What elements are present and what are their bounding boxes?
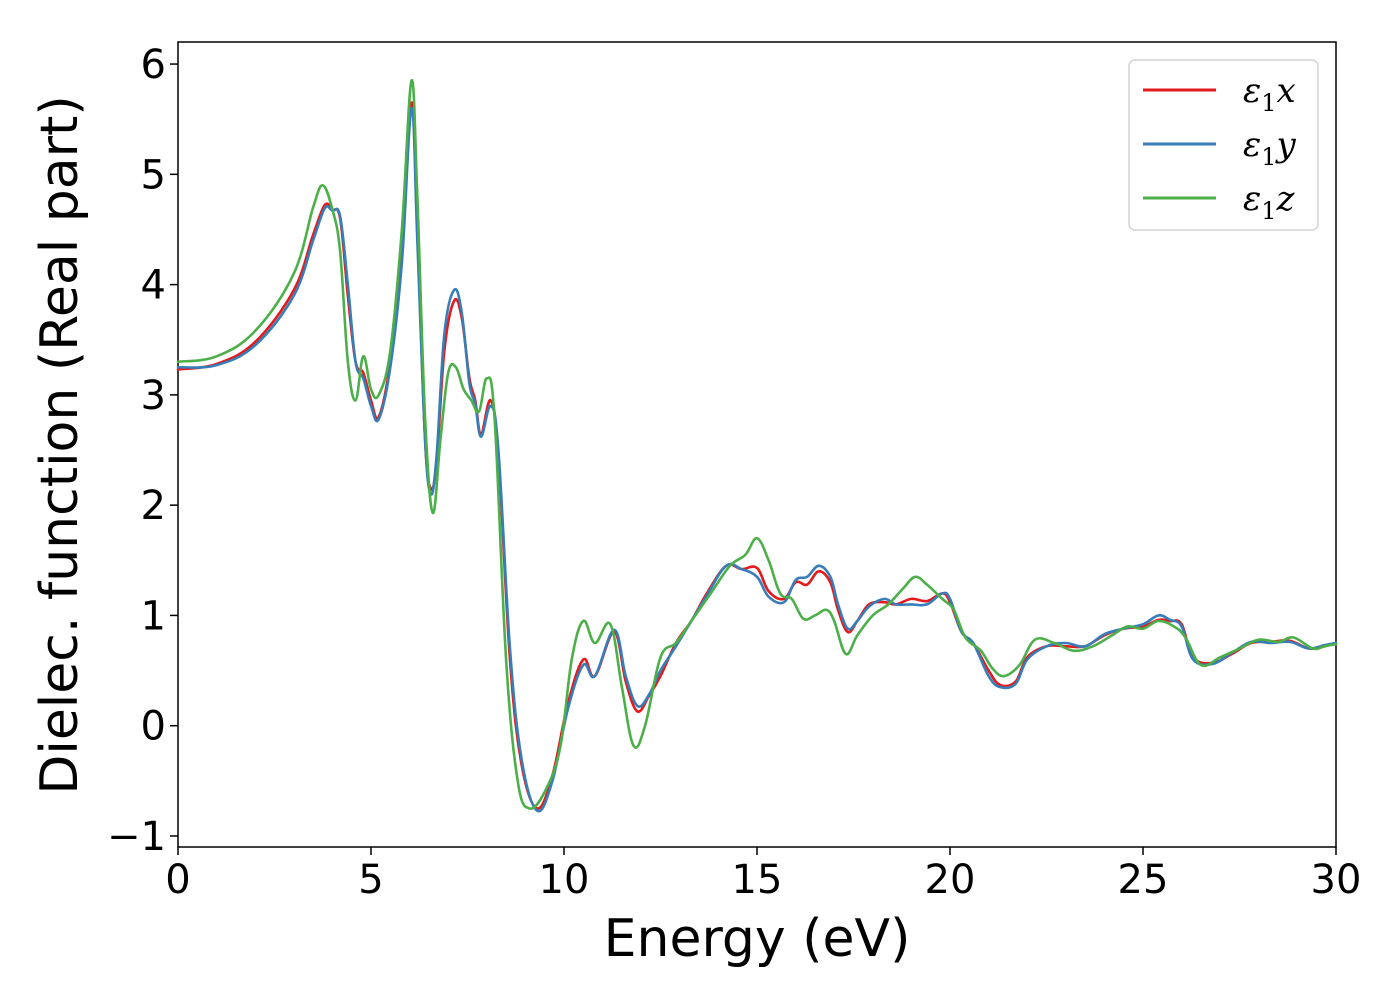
x-tick-label: 5 [358,857,383,903]
legend-variable: x [1277,71,1296,111]
y-tick-label: 5 [141,152,166,198]
y-tick-label: 6 [141,42,166,88]
x-tick-label: 30 [1311,857,1362,903]
y-tick-label: 0 [141,704,166,750]
legend-subscript: 1 [1261,89,1276,117]
y-tick-label: 1 [141,593,166,639]
legend-label-y: ε1y [1243,125,1297,171]
legend-label-z: ε1z [1243,179,1296,225]
series-line-z [176,79,1338,810]
legend-frame [1128,59,1319,231]
legend-epsilon: ε [1243,179,1261,219]
y-tick-label: −1 [107,814,166,860]
x-tick-label: 0 [165,857,190,903]
legend-variable: z [1276,179,1296,219]
legend-epsilon: ε [1243,71,1261,111]
legend-label-x: ε1x [1243,71,1296,117]
x-tick-label: 10 [539,857,590,903]
y-tick-label: 4 [141,263,166,309]
legend-variable: y [1275,125,1297,165]
x-tick-label: 15 [732,857,783,903]
legend-subscript: 1 [1261,197,1276,225]
legend-subscript: 1 [1261,143,1276,171]
x-tick-label: 25 [1118,857,1169,903]
legend-epsilon: ε [1243,125,1261,165]
y-axis-label: Dielec. function (Real part) [30,95,90,794]
x-axis-label: Energy (eV) [604,909,911,969]
series-layer [176,79,1338,813]
y-tick-label: 2 [141,483,166,529]
y-tick-label: 3 [141,373,166,419]
x-tick-label: 20 [925,857,976,903]
